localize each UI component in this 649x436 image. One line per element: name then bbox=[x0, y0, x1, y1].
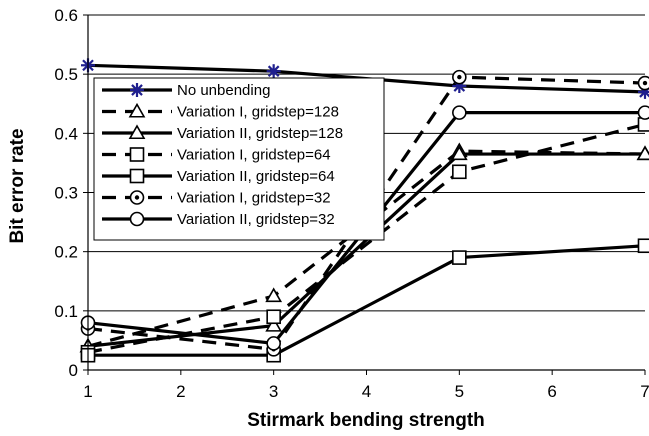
series-4-point-2 bbox=[452, 250, 467, 265]
x-axis-title: Stirmark bending strength bbox=[247, 410, 485, 431]
series-1-point-1 bbox=[265, 287, 283, 303]
series-line-4 bbox=[88, 244, 646, 357]
legend-label-0: No unbending bbox=[177, 82, 270, 99]
legend-marker-6 bbox=[129, 211, 145, 227]
x-tick-label-1: 2 bbox=[176, 382, 185, 401]
series-3-point-3 bbox=[637, 117, 649, 132]
legend: No unbending Variation I, gridstep=128 Var… bbox=[93, 77, 385, 241]
series-5-point-3 bbox=[637, 75, 649, 91]
legend-label-5: Variation I, gridstep=32 bbox=[177, 190, 331, 207]
series-2-point-2 bbox=[450, 145, 468, 161]
series-5-point-2 bbox=[452, 69, 467, 85]
series-0-point-1 bbox=[266, 64, 281, 79]
y-tick-label-0: 0 bbox=[69, 361, 78, 380]
legend-marker-1 bbox=[128, 102, 146, 118]
x-tick-label-4: 5 bbox=[455, 382, 464, 401]
y-tick-label-4: 0.4 bbox=[54, 124, 78, 143]
legend-label-4: Variation II, gridstep=64 bbox=[177, 168, 335, 185]
legend-label-2: Variation II, gridstep=128 bbox=[177, 125, 343, 142]
series-6-point-1 bbox=[266, 336, 281, 351]
legend-label-1: Variation I, gridstep=128 bbox=[177, 104, 339, 121]
legend-marker-5 bbox=[129, 190, 145, 205]
x-tick-label-2: 3 bbox=[269, 382, 278, 401]
y-axis-title: Bit error rate bbox=[7, 128, 28, 243]
y-tick-label-2: 0.2 bbox=[54, 243, 78, 262]
y-tick-label-5: 0.5 bbox=[54, 65, 78, 84]
y-tick-label-6: 0.6 bbox=[54, 6, 78, 25]
axis-layer: 0 0.1 0.2 0.3 0.4 0.5 0.6 1 2 3 4 5 6 7 bbox=[54, 6, 649, 401]
legend-label-3: Variation I, gridstep=64 bbox=[177, 147, 331, 164]
series-3-point-1 bbox=[266, 309, 281, 325]
x-tick-label-5: 6 bbox=[547, 382, 556, 401]
legend-marker-4 bbox=[129, 168, 145, 184]
y-tick-label-3: 0.3 bbox=[54, 184, 78, 203]
y-tick-label-1: 0.1 bbox=[54, 302, 78, 321]
legend-label-6: Variation II, gridstep=32 bbox=[177, 211, 335, 228]
x-tick-label-0: 1 bbox=[83, 382, 92, 401]
x-tick-label-6: 7 bbox=[640, 382, 649, 401]
series-layer bbox=[79, 58, 649, 363]
legend-marker-0 bbox=[130, 83, 144, 97]
series-3-point-2 bbox=[452, 164, 467, 180]
legend-marker-2 bbox=[128, 124, 146, 140]
series-6-point-2 bbox=[452, 105, 467, 120]
series-6-point-3 bbox=[637, 105, 649, 120]
legend-marker-3 bbox=[129, 147, 145, 162]
series-2-point-1 bbox=[265, 317, 283, 332]
series-4-point-3 bbox=[637, 238, 649, 254]
x-tick-label-3: 4 bbox=[362, 382, 371, 401]
